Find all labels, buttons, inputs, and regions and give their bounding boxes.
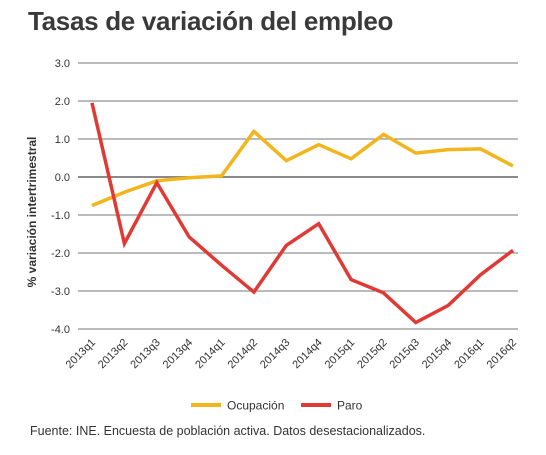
- y-tick-label: -4.0: [51, 324, 70, 336]
- series-lines: [90, 102, 515, 325]
- y-tick-label: -3.0: [51, 286, 70, 298]
- x-tick-label: 2013q1: [64, 337, 98, 371]
- y-tick-label: 3.0: [55, 58, 70, 70]
- x-tick-label: 2015q2: [355, 337, 389, 371]
- legend-label: Paro: [337, 399, 363, 413]
- legend: Ocupación Paro: [191, 399, 363, 413]
- y-tick-label: 1.0: [55, 134, 70, 146]
- y-axis-label: % variación intertrimestral: [25, 137, 39, 288]
- x-tick-label: 2014q4: [290, 337, 324, 371]
- x-tick-label: 2013q3: [128, 337, 162, 371]
- x-tick-label: 2014q1: [193, 337, 227, 371]
- y-tick-label: 2.0: [55, 96, 70, 108]
- grid-layer: [78, 62, 518, 330]
- line-chart: 3.02.01.00.0-1.0-2.0-3.0-4.0 2013q12013q…: [25, 58, 519, 413]
- x-tick-labels: 2013q12013q22013q32013q42014q12014q22014…: [64, 337, 519, 371]
- x-tick-label: 2015q3: [388, 337, 422, 371]
- chart-title: Tasas de variación del empleo: [28, 6, 394, 36]
- x-tick-label: 2014q2: [226, 337, 260, 371]
- x-tick-label: 2016q1: [452, 337, 486, 371]
- x-tick-label: 2014q3: [258, 337, 292, 371]
- x-tick-label: 2015q4: [420, 337, 454, 371]
- y-tick-label: 0.0: [55, 172, 70, 184]
- x-tick-label: 2015q1: [323, 337, 357, 371]
- legend-label: Ocupación: [227, 399, 284, 413]
- x-tick-label: 2013q4: [161, 337, 195, 371]
- y-tick-labels: 3.0 2.0 1.0 0.0 -1.0 -2.0 -3.0 -4.0: [51, 58, 70, 336]
- series-line-ocupacin: [91, 128, 514, 208]
- y-tick-label: -2.0: [51, 248, 70, 260]
- x-tick-label: 2016q2: [485, 337, 519, 371]
- source-note: Fuente: INE. Encuesta de población activ…: [30, 424, 426, 438]
- x-tick-label: 2013q2: [96, 337, 130, 371]
- y-tick-label: -1.0: [51, 210, 70, 222]
- series-line-paro: [90, 102, 515, 325]
